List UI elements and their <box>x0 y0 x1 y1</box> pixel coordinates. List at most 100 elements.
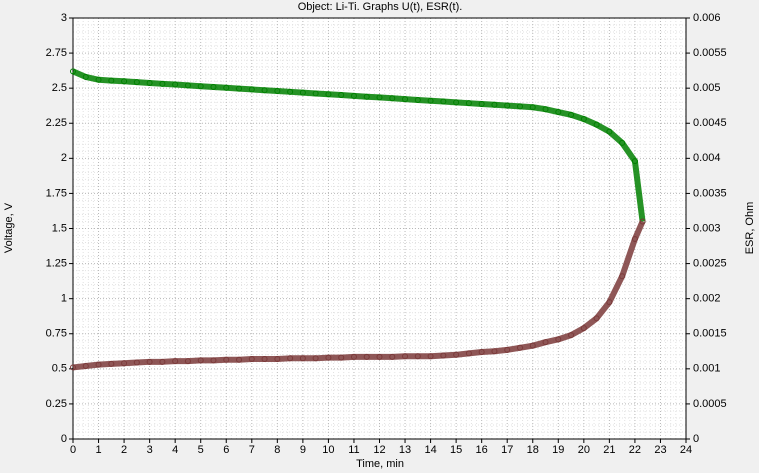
data-point <box>70 68 76 75</box>
data-point <box>338 354 345 361</box>
y2-tick-label: 0 <box>693 433 699 445</box>
y-tick-label: 3 <box>61 12 67 24</box>
data-point <box>172 81 179 88</box>
y-tick-label: 1.75 <box>46 187 67 199</box>
chart-title: Object: Li-Ti. Graphs U(t), ESR(t). <box>298 1 463 13</box>
x-tick-label: 4 <box>172 444 178 456</box>
y2-tick-label: 0.004 <box>693 152 721 164</box>
data-point <box>248 86 255 93</box>
x-tick-label: 7 <box>249 444 255 456</box>
data-point <box>376 94 383 101</box>
data-point <box>108 360 115 367</box>
series-line <box>71 68 646 222</box>
y-tick-label: 0.5 <box>52 363 67 375</box>
data-point <box>338 92 345 99</box>
data-point <box>465 350 472 357</box>
x-tick-label: 5 <box>198 444 204 456</box>
data-point <box>555 109 562 116</box>
data-point <box>236 356 243 363</box>
data-point <box>121 360 128 367</box>
data-point <box>210 357 217 364</box>
data-point <box>223 84 230 91</box>
data-point <box>287 355 294 362</box>
data-point <box>542 106 549 113</box>
data-point <box>593 315 600 322</box>
plot-border <box>72 17 687 440</box>
data-point <box>350 353 357 360</box>
data-point <box>542 339 549 346</box>
data-point <box>261 87 268 94</box>
data-point <box>133 359 140 366</box>
data-point <box>619 273 626 280</box>
y-tick-label: 2.25 <box>46 117 67 129</box>
x-tick-label: 2 <box>121 444 127 456</box>
data-point <box>312 90 319 97</box>
data-point <box>82 73 89 80</box>
data-point <box>70 364 76 371</box>
data-point <box>631 236 638 243</box>
data-point <box>325 354 332 361</box>
data-point <box>184 358 191 365</box>
data-point <box>568 332 575 339</box>
y2-tick-label: 0.0035 <box>693 187 727 199</box>
y2-tick-label: 0.0055 <box>693 47 727 59</box>
data-point <box>453 351 460 358</box>
data-point <box>95 76 102 83</box>
y2-tick-label: 0.0015 <box>693 328 727 340</box>
data-point <box>504 102 511 109</box>
data-point <box>172 358 179 365</box>
x-tick-label: 0 <box>70 444 76 456</box>
x-tick-label: 12 <box>373 444 385 456</box>
data-point <box>427 97 434 104</box>
y2-tick-label: 0.006 <box>693 12 721 24</box>
data-point <box>504 346 511 353</box>
x-tick-label: 16 <box>476 444 488 456</box>
y-tick-label: 2.5 <box>52 82 67 94</box>
data-point <box>248 356 255 363</box>
data-point <box>568 111 575 118</box>
data-point <box>478 101 485 108</box>
data-point <box>133 79 140 86</box>
data-point <box>414 353 421 360</box>
y-tick-label: 0 <box>61 433 67 445</box>
y-axis-label: Voltage, V <box>3 202 15 253</box>
data-point <box>414 96 421 103</box>
data-point <box>606 128 613 135</box>
data-point <box>376 353 383 360</box>
y2-tick-label: 0.002 <box>693 293 721 305</box>
y-tick-label: 2.75 <box>46 47 67 59</box>
data-point <box>146 79 153 86</box>
data-point <box>108 77 115 84</box>
data-point <box>197 357 204 364</box>
data-point <box>440 352 447 359</box>
data-point <box>312 355 319 362</box>
data-point <box>491 101 498 108</box>
x-tick-label: 22 <box>629 444 641 456</box>
y2-tick-label: 0.0025 <box>693 257 727 269</box>
x-tick-label: 1 <box>95 444 101 456</box>
x-tick-label: 19 <box>552 444 564 456</box>
data-point <box>491 348 498 355</box>
data-point <box>210 84 217 91</box>
x-tick-label: 18 <box>527 444 539 456</box>
y-tick-label: 0.75 <box>46 328 67 340</box>
data-point <box>82 363 89 370</box>
x-tick-label: 9 <box>300 444 306 456</box>
data-point <box>363 353 370 360</box>
data-point <box>350 92 357 99</box>
x-tick-label: 17 <box>501 444 513 456</box>
x-tick-label: 8 <box>274 444 280 456</box>
data-point <box>299 89 306 96</box>
data-point <box>619 139 626 146</box>
data-point <box>121 78 128 85</box>
data-point <box>516 344 523 351</box>
data-point <box>555 336 562 343</box>
x-tick-label: 21 <box>603 444 615 456</box>
x-tick-label: 20 <box>578 444 590 456</box>
data-point <box>146 358 153 365</box>
x-tick-label: 10 <box>322 444 334 456</box>
data-point <box>402 96 409 103</box>
data-point <box>184 82 191 89</box>
data-point <box>580 325 587 332</box>
data-point <box>197 83 204 90</box>
